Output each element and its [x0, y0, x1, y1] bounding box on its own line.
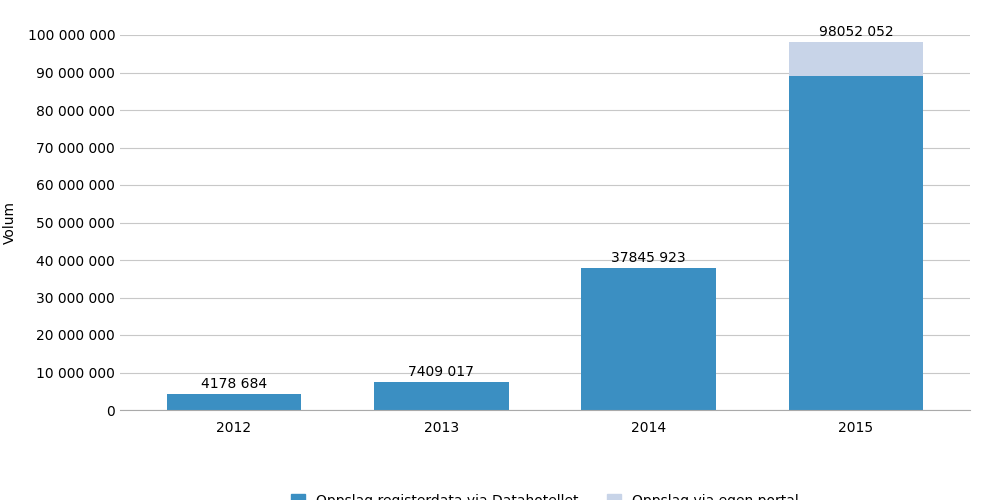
- Bar: [789, 42, 923, 76]
- Bar: [789, 76, 923, 410]
- Bar: [581, 268, 716, 410]
- Text: 4178 684: 4178 684: [201, 378, 267, 392]
- Text: 7409 017: 7409 017: [408, 365, 474, 379]
- Bar: [374, 382, 509, 410]
- Text: 98052 052: 98052 052: [819, 26, 893, 40]
- Text: 37845 923: 37845 923: [611, 251, 686, 265]
- Bar: [167, 394, 301, 410]
- Y-axis label: Volum: Volum: [2, 201, 16, 244]
- Legend: Oppslag registerdata via Datahotellet, Oppslag via egen portal: Oppslag registerdata via Datahotellet, O…: [291, 494, 799, 500]
